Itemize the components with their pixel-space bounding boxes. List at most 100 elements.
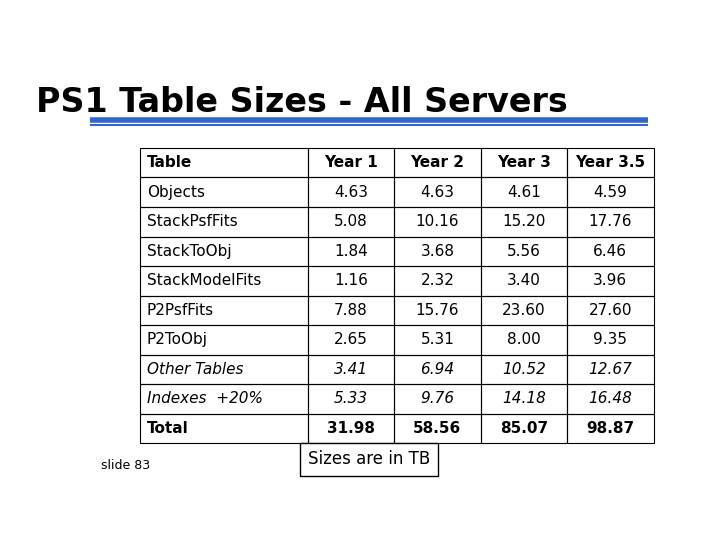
Bar	[567, 207, 654, 237]
Text: P2ToObj: P2ToObj	[147, 332, 208, 347]
Bar	[481, 295, 567, 325]
Bar	[307, 384, 394, 414]
Bar	[140, 237, 307, 266]
Text: 15.76: 15.76	[415, 303, 459, 318]
Text: 15.20: 15.20	[502, 214, 546, 230]
Text: 3.96: 3.96	[593, 273, 627, 288]
Text: 3.68: 3.68	[420, 244, 454, 259]
Text: 3.41: 3.41	[334, 362, 368, 377]
Text: Indexes  +20%: Indexes +20%	[147, 392, 263, 407]
Bar	[140, 148, 307, 178]
Text: StackModelFits: StackModelFits	[147, 273, 261, 288]
Bar	[567, 414, 654, 443]
Bar	[307, 414, 394, 443]
Text: 1.16: 1.16	[334, 273, 368, 288]
Text: 4.59: 4.59	[593, 185, 627, 200]
Text: 98.87: 98.87	[586, 421, 634, 436]
Bar	[140, 207, 307, 237]
Bar	[481, 148, 567, 178]
Text: 2.65: 2.65	[334, 332, 368, 347]
Text: StackToObj: StackToObj	[147, 244, 232, 259]
Bar	[567, 237, 654, 266]
Bar	[140, 295, 307, 325]
Text: 10.52: 10.52	[502, 362, 546, 377]
Bar	[481, 266, 567, 295]
Text: 7.88: 7.88	[334, 303, 368, 318]
Bar	[394, 355, 481, 384]
Bar	[394, 178, 481, 207]
Text: 4.63: 4.63	[420, 185, 454, 200]
Text: Table: Table	[147, 155, 192, 170]
Text: Year 3.5: Year 3.5	[575, 155, 645, 170]
Text: Total: Total	[147, 421, 189, 436]
Text: 17.76: 17.76	[588, 214, 632, 230]
Bar	[307, 295, 394, 325]
Text: Year 3: Year 3	[497, 155, 551, 170]
Bar	[307, 325, 394, 355]
Text: 4.61: 4.61	[507, 185, 541, 200]
Bar	[567, 266, 654, 295]
Text: PS1 Table Sizes - All Servers: PS1 Table Sizes - All Servers	[36, 85, 568, 119]
Text: Year 1: Year 1	[324, 155, 378, 170]
Bar	[394, 237, 481, 266]
Bar	[394, 207, 481, 237]
Bar	[140, 178, 307, 207]
Text: 5.08: 5.08	[334, 214, 368, 230]
Text: 5.56: 5.56	[507, 244, 541, 259]
Bar	[567, 325, 654, 355]
Bar	[481, 207, 567, 237]
Text: 5.31: 5.31	[420, 332, 454, 347]
Text: 14.18: 14.18	[502, 392, 546, 407]
Text: 27.60: 27.60	[588, 303, 632, 318]
Bar	[481, 237, 567, 266]
Bar	[140, 355, 307, 384]
Bar	[307, 237, 394, 266]
Bar	[567, 178, 654, 207]
Text: P2PsfFits: P2PsfFits	[147, 303, 214, 318]
Text: Sizes are in TB: Sizes are in TB	[308, 450, 430, 468]
Bar	[394, 295, 481, 325]
Bar	[481, 414, 567, 443]
Bar	[140, 384, 307, 414]
Bar	[481, 178, 567, 207]
Text: StackPsfFits: StackPsfFits	[147, 214, 238, 230]
Bar	[567, 148, 654, 178]
Text: Other Tables: Other Tables	[147, 362, 243, 377]
Bar	[394, 266, 481, 295]
Text: 9.76: 9.76	[420, 392, 454, 407]
Text: 8.00: 8.00	[507, 332, 541, 347]
Text: slide 83: slide 83	[101, 460, 150, 472]
Text: Objects: Objects	[147, 185, 205, 200]
Bar	[307, 355, 394, 384]
Bar	[394, 148, 481, 178]
Text: 85.07: 85.07	[500, 421, 548, 436]
Bar	[307, 266, 394, 295]
Text: 6.94: 6.94	[420, 362, 454, 377]
Text: 5.33: 5.33	[334, 392, 368, 407]
Bar	[567, 295, 654, 325]
Bar	[394, 384, 481, 414]
Text: 12.67: 12.67	[588, 362, 632, 377]
Bar	[307, 148, 394, 178]
Bar	[567, 355, 654, 384]
Bar	[481, 325, 567, 355]
Text: 4.63: 4.63	[334, 185, 368, 200]
Bar	[394, 414, 481, 443]
Text: 3.40: 3.40	[507, 273, 541, 288]
Text: 58.56: 58.56	[413, 421, 462, 436]
Bar	[394, 325, 481, 355]
Bar	[481, 384, 567, 414]
Text: 23.60: 23.60	[502, 303, 546, 318]
Text: 2.32: 2.32	[420, 273, 454, 288]
Bar	[140, 266, 307, 295]
Bar	[481, 355, 567, 384]
Bar	[140, 414, 307, 443]
Text: 9.35: 9.35	[593, 332, 627, 347]
Text: 31.98: 31.98	[327, 421, 375, 436]
Bar	[307, 178, 394, 207]
Text: 1.84: 1.84	[334, 244, 368, 259]
Bar	[567, 384, 654, 414]
Text: 10.16: 10.16	[415, 214, 459, 230]
Bar	[307, 207, 394, 237]
Text: 6.46: 6.46	[593, 244, 627, 259]
